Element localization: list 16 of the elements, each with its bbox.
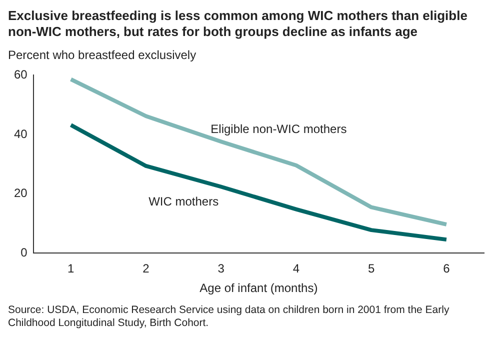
- x-tick-label: 3: [218, 262, 225, 276]
- y-tick-label: 60: [14, 68, 28, 82]
- x-tick-label: 1: [68, 262, 75, 276]
- source-note: Source: USDA, Economic Research Service using data on children born in 2001 from the Early Childhood Longitudinal Study, Birth Cohort.: [8, 304, 450, 330]
- series-label: WIC mothers: [148, 194, 219, 209]
- x-tick-label: 6: [443, 262, 450, 276]
- series-label: Eligible non-WIC mothers: [210, 122, 347, 136]
- y-tick-label: 40: [14, 126, 28, 141]
- x-tick-label: 4: [292, 262, 300, 276]
- chart-title: Exclusive breastfeeding is less common among WIC mothers than eligible non-WIC mothers, but rates for both groups decline as infants age: [8, 8, 468, 40]
- x-axis-title: Age of infant (months): [200, 281, 318, 296]
- x-tick-label: 2: [142, 262, 150, 276]
- y-tick-label: 20: [14, 186, 28, 200]
- x-tick-label: 5: [368, 262, 375, 276]
- y-tick-label: 0: [20, 246, 28, 260]
- y-axis-title: Percent who breastfeed exclusively: [8, 48, 198, 62]
